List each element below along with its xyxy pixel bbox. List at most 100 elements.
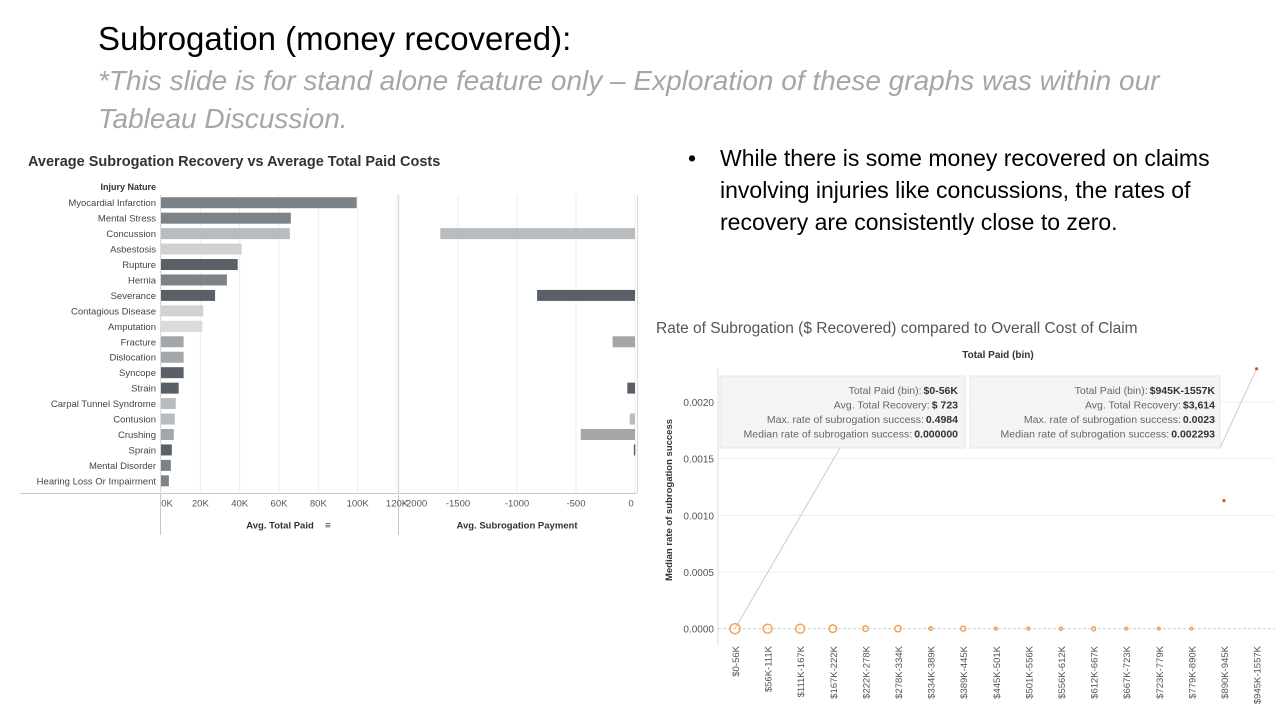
y-tick-label: 0.0000: [683, 625, 714, 636]
tooltip-leader-line: [1219, 368, 1258, 449]
data-point: [729, 622, 741, 635]
tooltip-leader-line: [734, 447, 841, 629]
category-label: Myocardial Infarction: [68, 198, 156, 209]
y-tick-label: 0.0015: [683, 455, 714, 466]
bar-total-paid: [161, 475, 169, 487]
slide-title: Subrogation (money recovered):: [98, 20, 572, 57]
bar-chart-title: Average Subrogation Recovery vs Average …: [28, 154, 440, 170]
bar-total-paid: [161, 336, 184, 348]
tooltip-box: [719, 375, 966, 449]
data-point: [1189, 626, 1194, 631]
tick-label-subrogation: 0: [628, 499, 633, 510]
slide-subtitle: *This slide is for stand alone feature o…: [98, 65, 1160, 134]
x-tick-label: $0-56K: [731, 645, 742, 676]
tick-label-subrogation: -500: [566, 499, 585, 510]
x-tick-label: $56K-111K: [764, 645, 775, 692]
bar-subrogation: [629, 413, 635, 425]
tooltip-value: 0.002293: [1171, 429, 1215, 441]
x-axis-title-subrogation: Avg. Subrogation Payment: [456, 521, 578, 532]
bar-total-paid: [161, 398, 176, 410]
data-point: [861, 625, 869, 633]
data-point: [1026, 626, 1031, 631]
sort-icon: ≡: [325, 521, 331, 532]
bar-total-paid: [161, 228, 290, 240]
category-label: Concussion: [106, 229, 156, 240]
tooltip-line: Max. rate of subrogation success: 0.4984: [767, 414, 958, 426]
category-header: Injury Nature: [100, 182, 156, 192]
bar-subrogation: [537, 289, 635, 301]
tooltip-line: Median rate of subrogation success: 0.002…: [1001, 429, 1216, 441]
data-point: [1124, 626, 1129, 631]
bar-subrogation: [627, 382, 635, 394]
x-tick-label: $612K-667K: [1090, 645, 1101, 698]
bullet-marker: •: [688, 145, 697, 171]
bar-total-paid: [161, 320, 203, 332]
bar-total-paid: [161, 289, 216, 301]
tooltip-line: Avg. Total Recovery: $ 723: [834, 400, 958, 412]
tooltip-label: Median rate of subrogation success:: [744, 429, 913, 441]
category-label: Contusion: [113, 415, 156, 426]
tooltip-label: Avg. Total Recovery:: [1085, 400, 1181, 412]
tooltip-value: $3,614: [1183, 400, 1215, 412]
tooltip-label: Max. rate of subrogation success:: [767, 414, 924, 426]
data-point: [993, 626, 998, 631]
bullet-text: While there is some money recovered on c…: [720, 145, 1210, 235]
x-tick-label: $389K-445K: [959, 645, 970, 698]
bar-total-paid: [161, 305, 204, 317]
bar-total-paid: [161, 274, 227, 286]
bar-total-paid: [161, 444, 172, 456]
tooltip-line: Avg. Total Recovery: $3,614: [1085, 400, 1215, 412]
bar-subrogation: [633, 444, 636, 456]
tooltip-line: Total Paid (bin): $0-56K: [849, 385, 959, 397]
tick-label-total-paid: 80K: [310, 499, 328, 510]
x-tick-label: $556K-612K: [1057, 645, 1068, 698]
bar-subrogation: [580, 428, 635, 440]
x-tick-label: $278K-334K: [894, 645, 905, 698]
bar-chart: Average Subrogation Recovery vs Average …: [20, 154, 638, 535]
tick-label-total-paid: 60K: [271, 499, 289, 510]
bar-total-paid: [161, 259, 238, 271]
bar-total-paid: [161, 197, 357, 209]
category-label: Mental Stress: [98, 214, 156, 225]
tooltip-value: $945K-1557K: [1150, 385, 1216, 397]
x-tick-label: $890K-945K: [1220, 645, 1231, 698]
tick-label-subrogation: -1000: [505, 499, 529, 510]
category-label: Strain: [131, 384, 156, 395]
data-point: [794, 623, 806, 634]
data-point: [1255, 367, 1259, 371]
bar-total-paid: [161, 382, 179, 394]
data-point: [1090, 625, 1097, 632]
tooltip-line: Total Paid (bin): $945K-1557K: [1075, 385, 1216, 397]
x-tick-label: $167K-222K: [829, 645, 840, 698]
x-tick-label: $723K-779K: [1155, 645, 1166, 698]
category-label: Fracture: [121, 337, 156, 348]
bar-total-paid: [161, 413, 175, 425]
x-axis-title-total-paid: Avg. Total Paid: [246, 521, 314, 532]
category-label: Rupture: [122, 260, 156, 271]
bar-total-paid: [161, 367, 184, 379]
y-tick-label: 0.0020: [683, 398, 714, 409]
bar-total-paid: [161, 212, 291, 224]
x-tick-label: $111K-167K: [796, 645, 807, 697]
category-label: Syncope: [119, 368, 156, 379]
top-label: Total Paid (bin): [962, 350, 1033, 361]
category-label: Crushing: [118, 430, 156, 441]
data-point: [928, 626, 934, 632]
data-point: [1156, 626, 1161, 631]
x-tick-label: $945K-1557K: [1253, 645, 1264, 704]
data-point: [828, 624, 838, 634]
tooltip-value: 0.0023: [1183, 414, 1215, 426]
category-label: Dislocation: [110, 353, 156, 364]
bar-total-paid: [161, 428, 174, 440]
bar-total-paid: [161, 459, 171, 471]
tooltip-value: $0-56K: [924, 385, 959, 397]
category-label: Sprain: [129, 445, 156, 456]
category-label: Contagious Disease: [71, 306, 156, 317]
tooltip-value: $ 723: [932, 400, 958, 412]
tooltip-line: Median rate of subrogation success: 0.000…: [744, 429, 959, 441]
tick-label-total-paid: 100K: [347, 499, 370, 510]
tick-label-total-paid: 20K: [192, 499, 210, 510]
y-tick-label: 0.0010: [683, 511, 714, 522]
category-label: Hearing Loss Or Impairment: [37, 476, 157, 487]
category-label: Asbestosis: [110, 245, 156, 256]
